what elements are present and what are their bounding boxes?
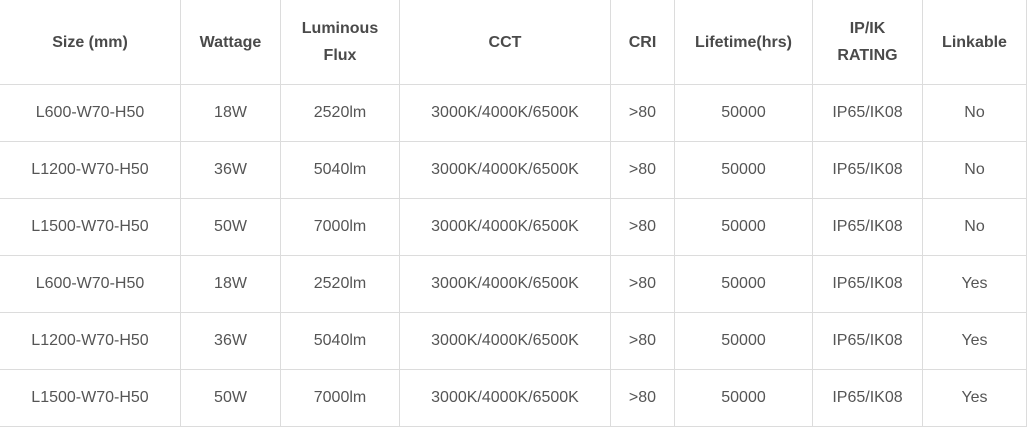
table-row: L1200-W70-H50 36W 5040lm 3000K/4000K/6500K >… [0, 312, 1027, 370]
table-row: L1500-W70-H50 50W 7000lm 3000K/4000K/6500K >… [0, 198, 1027, 256]
cell-cri: >80 [610, 198, 675, 256]
header-wattage: Wattage [180, 0, 281, 85]
cell-cct: 3000K/4000K/6500K [399, 255, 611, 313]
cell-luminous-flux: 7000lm [280, 369, 400, 427]
cell-size: L600-W70-H50 [0, 255, 181, 313]
cell-wattage: 36W [180, 141, 281, 199]
cell-cct: 3000K/4000K/6500K [399, 141, 611, 199]
cell-cct: 3000K/4000K/6500K [399, 84, 611, 142]
header-luminous-flux: Luminous Flux [280, 0, 400, 85]
cell-linkable: Yes [922, 255, 1027, 313]
cell-ip-ik-rating: IP65/IK08 [812, 312, 923, 370]
cell-cri: >80 [610, 369, 675, 427]
table-row: L1200-W70-H50 36W 5040lm 3000K/4000K/6500K >… [0, 141, 1027, 199]
cell-luminous-flux: 5040lm [280, 312, 400, 370]
cell-size: L1500-W70-H50 [0, 369, 181, 427]
cell-linkable: No [922, 141, 1027, 199]
header-ip-ik-rating: IP/IK RATING [812, 0, 923, 85]
table-row: L600-W70-H50 18W 2520lm 3000K/4000K/6500K >8… [0, 255, 1027, 313]
cell-size: L1500-W70-H50 [0, 198, 181, 256]
header-cct: CCT [399, 0, 611, 85]
cell-luminous-flux: 7000lm [280, 198, 400, 256]
table-row: L600-W70-H50 18W 2520lm 3000K/4000K/6500K >8… [0, 84, 1027, 142]
cell-linkable: No [922, 84, 1027, 142]
cell-cri: >80 [610, 141, 675, 199]
cell-luminous-flux: 2520lm [280, 84, 400, 142]
cell-cct: 3000K/4000K/6500K [399, 198, 611, 256]
cell-lifetime: 50000 [674, 84, 813, 142]
table-row: L1500-W70-H50 50W 7000lm 3000K/4000K/6500K >… [0, 369, 1027, 427]
cell-linkable: No [922, 198, 1027, 256]
cell-cct: 3000K/4000K/6500K [399, 369, 611, 427]
cell-ip-ik-rating: IP65/IK08 [812, 255, 923, 313]
header-lifetime: Lifetime(hrs) [674, 0, 813, 85]
cell-size: L600-W70-H50 [0, 84, 181, 142]
cell-cri: >80 [610, 84, 675, 142]
cell-cri: >80 [610, 312, 675, 370]
cell-ip-ik-rating: IP65/IK08 [812, 198, 923, 256]
cell-linkable: Yes [922, 312, 1027, 370]
cell-ip-ik-rating: IP65/IK08 [812, 141, 923, 199]
header-size: Size (mm) [0, 0, 181, 85]
header-linkable: Linkable [922, 0, 1027, 85]
cell-linkable: Yes [922, 369, 1027, 427]
cell-lifetime: 50000 [674, 312, 813, 370]
header-row: Size (mm) Wattage Luminous Flux CCT CRI … [0, 0, 1027, 85]
cell-wattage: 50W [180, 198, 281, 256]
cell-wattage: 36W [180, 312, 281, 370]
cell-wattage: 18W [180, 84, 281, 142]
cell-ip-ik-rating: IP65/IK08 [812, 84, 923, 142]
cell-ip-ik-rating: IP65/IK08 [812, 369, 923, 427]
cell-cri: >80 [610, 255, 675, 313]
header-cri: CRI [610, 0, 675, 85]
cell-cct: 3000K/4000K/6500K [399, 312, 611, 370]
cell-wattage: 50W [180, 369, 281, 427]
cell-size: L1200-W70-H50 [0, 312, 181, 370]
cell-lifetime: 50000 [674, 141, 813, 199]
cell-luminous-flux: 5040lm [280, 141, 400, 199]
cell-wattage: 18W [180, 255, 281, 313]
cell-size: L1200-W70-H50 [0, 141, 181, 199]
cell-lifetime: 50000 [674, 369, 813, 427]
cell-luminous-flux: 2520lm [280, 255, 400, 313]
cell-lifetime: 50000 [674, 198, 813, 256]
cell-lifetime: 50000 [674, 255, 813, 313]
